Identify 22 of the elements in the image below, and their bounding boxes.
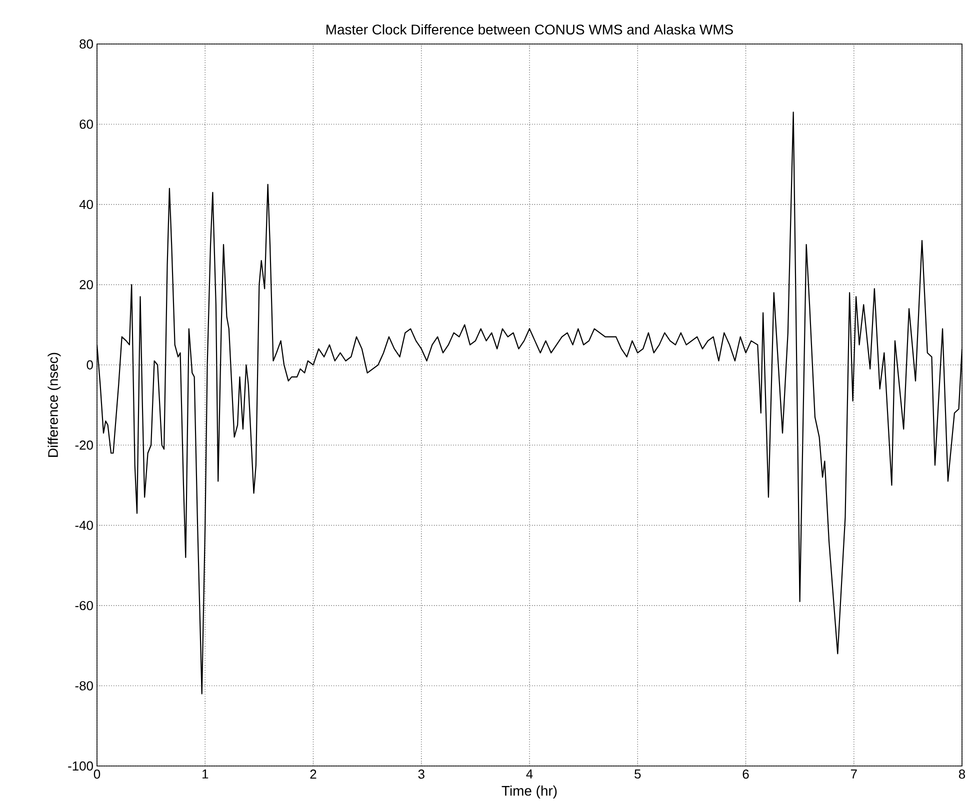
y-tick-label: 40 (79, 200, 93, 210)
x-tick-label: 5 (634, 770, 641, 779)
x-tick-label: 7 (850, 770, 857, 778)
y-tick-label: -100 (68, 761, 93, 771)
y-tick-label: 80 (80, 39, 93, 49)
y-tick-label: -80 (75, 681, 93, 690)
y-tick-label: 0 (86, 360, 93, 370)
x-tick-label: 8 (958, 770, 966, 779)
y-axis-title: Difference (nsec) (48, 352, 61, 457)
x-tick-label: 4 (526, 770, 533, 778)
x-axis-title: Time (hr) (502, 786, 557, 799)
x-tick-label: 0 (94, 770, 100, 779)
chart-title: Master Clock Difference between CONUS WMS and Alaska WMS (326, 24, 733, 34)
y-tick-label: 20 (80, 280, 93, 290)
y-tick-label: 60 (80, 120, 93, 129)
y-tick-label: -60 (75, 600, 93, 610)
x-tick-label: 6 (742, 770, 749, 779)
y-tick-label: -20 (75, 440, 93, 450)
x-tick-label: 3 (418, 770, 424, 779)
y-tick-label: -40 (75, 520, 93, 530)
x-tick-label: 2 (310, 770, 316, 779)
x-tick-label: 1 (202, 770, 208, 778)
